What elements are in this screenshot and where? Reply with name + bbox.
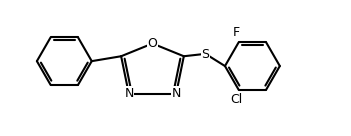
Text: O: O — [147, 37, 157, 50]
Text: N: N — [171, 87, 181, 100]
Text: S: S — [201, 48, 210, 61]
Text: N: N — [124, 87, 134, 100]
Text: Cl: Cl — [231, 93, 243, 106]
Text: F: F — [233, 26, 240, 39]
